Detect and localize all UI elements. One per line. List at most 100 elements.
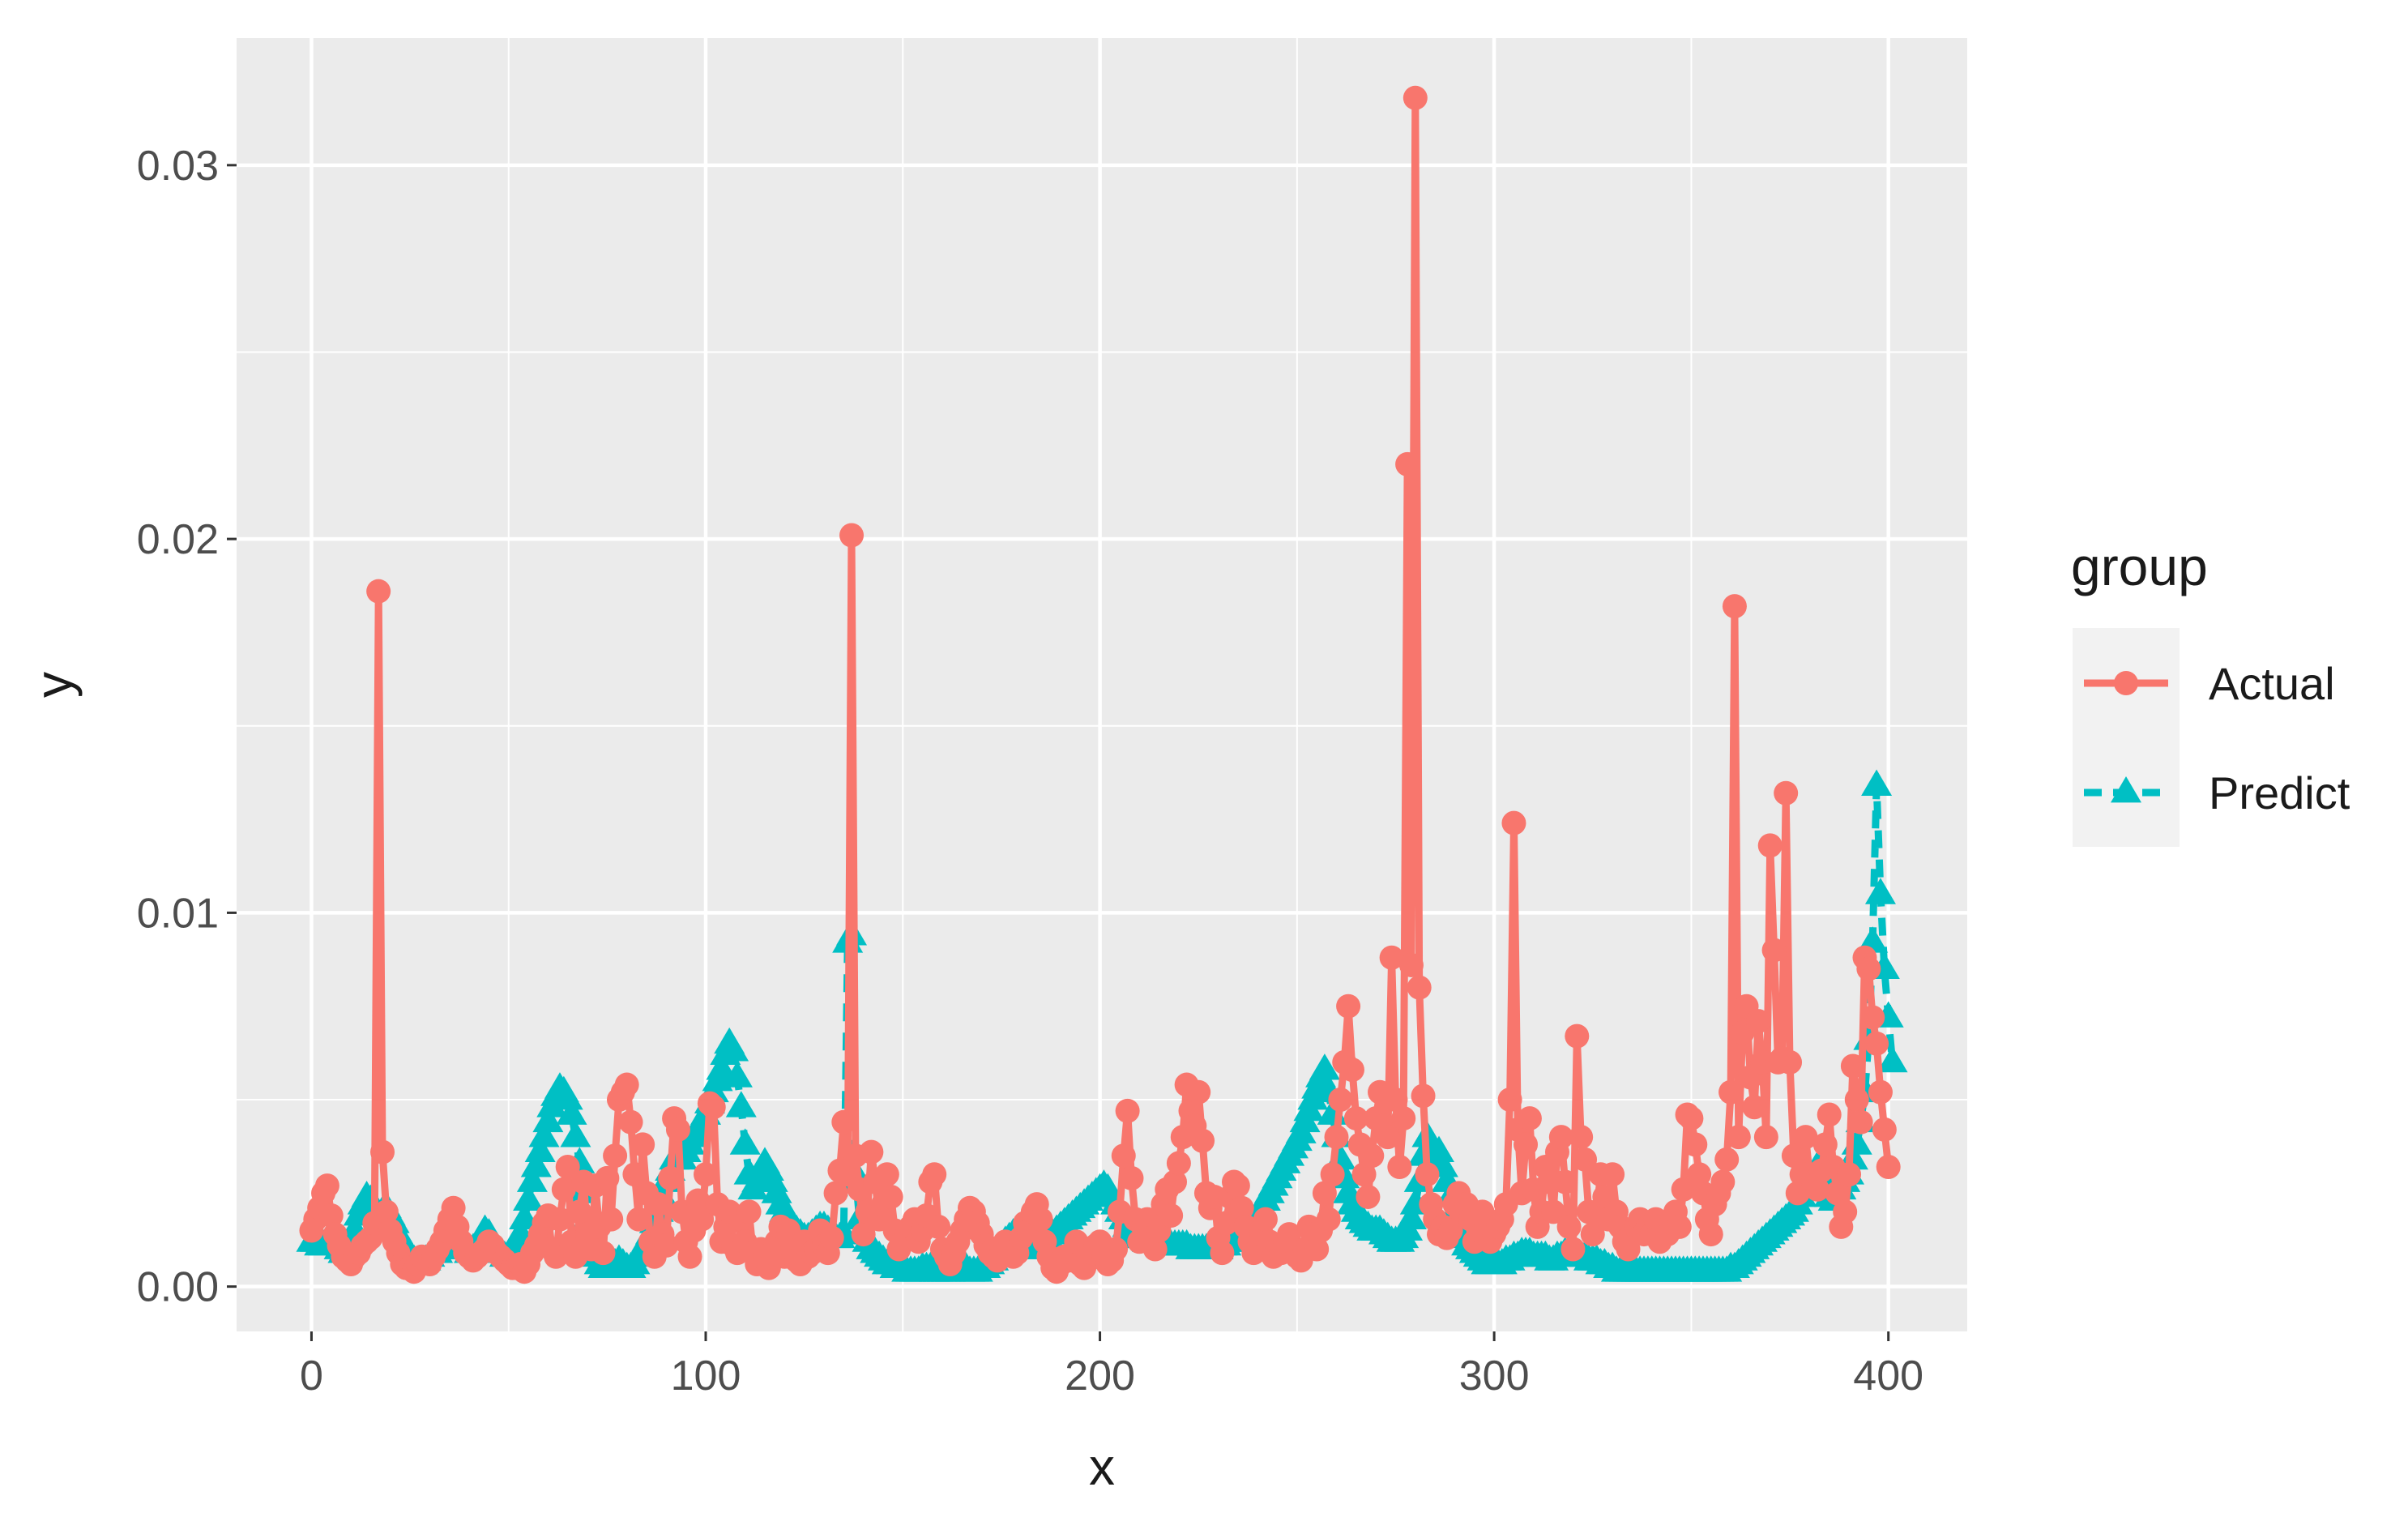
data-point-actual: [831, 1109, 856, 1135]
x-tick-label: 400: [1853, 1352, 1923, 1399]
data-point-actual: [1328, 1088, 1353, 1113]
data-point-actual: [1840, 1053, 1865, 1079]
data-point-actual: [658, 1165, 683, 1190]
data-point-actual: [1142, 1237, 1168, 1262]
data-point-actual: [547, 1207, 572, 1232]
data-point-actual: [665, 1117, 690, 1142]
data-point-actual: [1514, 1132, 1539, 1157]
data-point-actual: [1379, 945, 1404, 970]
data-point-actual: [690, 1207, 715, 1232]
data-point-actual: [1111, 1143, 1136, 1169]
data-point-actual: [1848, 1109, 1873, 1135]
data-point-actual: [1856, 956, 1881, 981]
data-point-actual: [1312, 1181, 1337, 1206]
data-point-actual: [685, 1188, 711, 1213]
data-point-actual: [1407, 975, 1432, 1000]
series-actual: [299, 85, 1901, 1284]
data-point-actual: [1360, 1143, 1385, 1169]
data-point-actual: [1339, 1058, 1364, 1083]
data-point-predict: [721, 1061, 753, 1088]
data-point-actual: [370, 1139, 395, 1164]
data-point-predict: [1861, 769, 1893, 796]
data-point-predict: [718, 1035, 749, 1062]
data-point-predict: [552, 1083, 583, 1110]
legend-key-background: [2073, 628, 2180, 847]
y-tick-label: 0.02: [137, 516, 219, 563]
data-point-actual: [1600, 1162, 1625, 1187]
legend-label: Actual: [2209, 658, 2335, 709]
data-point-predict: [706, 1053, 737, 1080]
data-point-predict: [528, 1121, 560, 1147]
data-point-actual: [614, 1072, 639, 1097]
x-tick-label: 300: [1459, 1352, 1530, 1399]
data-point-actual: [1115, 1098, 1140, 1123]
data-point-predict: [520, 1151, 552, 1177]
grid: [237, 38, 1967, 1331]
data-point-actual: [1872, 1117, 1897, 1142]
data-point-actual: [1411, 1083, 1436, 1109]
data-point-actual: [1225, 1173, 1250, 1199]
data-point-predict: [1424, 1135, 1455, 1162]
x-axis-title: x: [1089, 1438, 1115, 1496]
legend-item-predict: Predict: [2084, 767, 2350, 818]
data-point-actual: [1812, 1132, 1838, 1157]
data-point-actual: [1028, 1207, 1053, 1232]
y-tick-label: 0.03: [137, 143, 219, 190]
data-point-actual: [1356, 1184, 1381, 1209]
data-point-actual: [544, 1244, 569, 1269]
data-point-actual: [1383, 1088, 1408, 1113]
data-point-actual: [1501, 810, 1526, 835]
data-point-actual: [1844, 1088, 1869, 1113]
data-point-actual: [1438, 1218, 1463, 1243]
data-point-actual: [1860, 1005, 1885, 1030]
data-point-actual: [1679, 1106, 1704, 1131]
data-point-actual: [622, 1162, 647, 1187]
data-point-actual: [1166, 1151, 1191, 1176]
data-point-actual: [1403, 85, 1428, 110]
data-point-actual: [1395, 451, 1420, 476]
data-point-actual: [591, 1241, 616, 1266]
data-point-actual: [1391, 1106, 1416, 1131]
data-point-actual: [1761, 938, 1787, 963]
data-point-actual: [599, 1207, 624, 1232]
data-point-actual: [1833, 1199, 1858, 1224]
data-point-actual: [1718, 1079, 1744, 1105]
data-point-actual: [567, 1199, 592, 1224]
data-point-predict: [524, 1135, 556, 1162]
data-point-actual: [1722, 594, 1747, 619]
data-point-actual: [374, 1199, 399, 1224]
data-point-actual: [1320, 1162, 1345, 1187]
y-tick-label: 0.00: [137, 1264, 219, 1311]
y-axis-title: y: [24, 672, 83, 698]
data-point-actual: [630, 1132, 655, 1157]
axes: 0 100 200 300 400 0.00 0.01 0.02 0.03: [137, 143, 1923, 1399]
series-layer: [296, 85, 1908, 1284]
data-point-actual: [626, 1207, 651, 1232]
legend-items: Actual Predict: [2084, 658, 2350, 818]
data-point-actual: [1742, 1095, 1767, 1120]
data-point-actual: [1817, 1102, 1842, 1127]
legend-key-marker: [2111, 776, 2141, 803]
legend: group Actual Predict: [2071, 536, 2350, 847]
data-point-actual: [1561, 1237, 1586, 1262]
data-point-actual: [1351, 1162, 1377, 1187]
data-point-predict: [1309, 1053, 1340, 1080]
data-point-predict: [729, 1128, 761, 1155]
legend-label: Predict: [2209, 767, 2350, 818]
data-point-actual: [1375, 1125, 1400, 1150]
data-point-actual: [1229, 1195, 1254, 1220]
data-point-actual: [1159, 1203, 1184, 1229]
data-point-actual: [1698, 1222, 1723, 1247]
data-point-actual: [701, 1095, 726, 1120]
y-tick-label: 0.01: [137, 890, 219, 937]
data-point-actual: [1781, 1143, 1806, 1169]
data-point-actual: [1774, 780, 1799, 806]
data-point-actual: [1671, 1177, 1696, 1202]
data-point-actual: [1837, 1162, 1862, 1187]
data-point-actual: [1387, 1155, 1412, 1180]
data-point-actual: [1253, 1207, 1278, 1232]
data-point-actual: [1552, 1169, 1578, 1194]
data-point-actual: [1569, 1125, 1594, 1150]
data-point-actual: [1746, 1009, 1771, 1034]
data-point-actual: [1565, 1023, 1590, 1049]
